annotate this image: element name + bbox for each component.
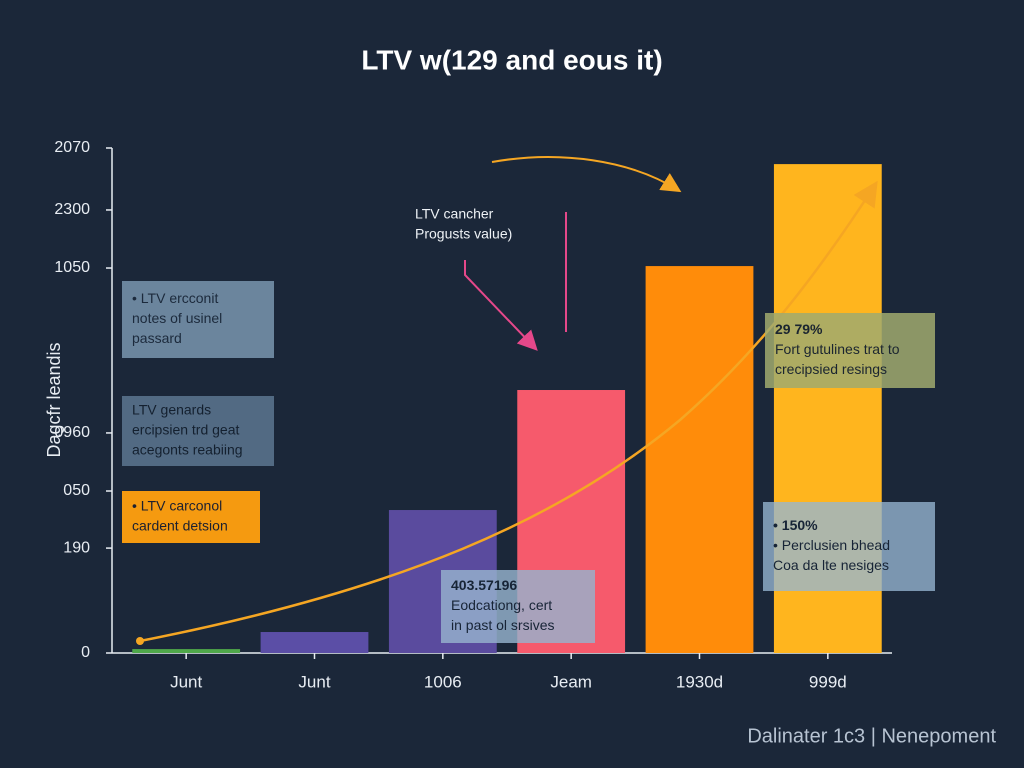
annotation-text: LTV cancher	[415, 206, 494, 222]
curve-start	[136, 637, 144, 645]
annotation-box	[122, 281, 274, 358]
trend-curve	[139, 180, 878, 643]
annotation-box	[765, 313, 935, 388]
y-tick-label: 190	[63, 539, 90, 556]
bar	[260, 632, 369, 653]
annotation-text: passard	[132, 330, 182, 346]
annotation-text: in past ol srsives	[451, 617, 554, 633]
annotation-box	[122, 396, 274, 466]
annotation-text: • 150%	[773, 517, 818, 533]
x-tick-label: Junt	[170, 672, 202, 691]
plot-area: 0 190 050 0960 1050 2300 2070 Junt Junt 1006 Jeam 1…	[54, 139, 892, 691]
x-tick-label: Jeam	[550, 672, 592, 691]
arrow	[464, 260, 538, 351]
y-tick-label: 2070	[54, 139, 90, 156]
y-tick-label: 1050	[54, 259, 90, 276]
annotation-text: notes of usinel	[132, 310, 222, 326]
annotation-text: ercipsien trd geat	[132, 422, 240, 438]
annotation-box	[122, 491, 260, 543]
annotation-text: 29 79%	[775, 321, 823, 337]
annotation-text: Progusts value)	[415, 226, 512, 242]
annotation-box	[441, 570, 595, 643]
chart-title: LTV w(129 and eous it)	[361, 44, 662, 75]
y-tick-label: 2300	[54, 201, 90, 218]
footer: Dalinater 1c3 | Nenepoment	[747, 725, 996, 747]
x-tick-label: 999d	[809, 672, 847, 691]
x-tick-label: 1006	[424, 672, 462, 691]
annotation-text: • Perclusien bhead	[773, 537, 890, 553]
y-tick-label: 050	[63, 482, 90, 499]
overlay: • LTV ercconit notes of usinel passard LTV …	[122, 156, 935, 645]
annotation-text: Fort gutulines trat to	[775, 341, 900, 357]
annotation-text: 403.57196	[451, 577, 517, 593]
annotation-box	[763, 502, 935, 591]
x-tick-label: Junt	[298, 672, 330, 691]
annotation-text: crecipsied resings	[775, 361, 887, 377]
annotation-text: LTV genards	[132, 402, 211, 418]
arrow	[491, 156, 682, 193]
annotation-text: Coa da lte nesiges	[773, 557, 889, 573]
annotation-text: • LTV ercconit	[132, 290, 218, 306]
x-tick-label: 1930d	[676, 672, 723, 691]
y-tick-label: 0960	[54, 424, 90, 441]
annotation-text: cardent detsion	[132, 518, 228, 534]
annotation-text: • LTV carconol	[132, 498, 222, 514]
annotation-text: acegonts reabiing	[132, 442, 243, 458]
y-tick-label: 0	[81, 644, 90, 661]
bar	[132, 649, 241, 653]
annotation-text: Eodcationg, cert	[451, 597, 552, 613]
bar	[645, 266, 754, 653]
y-axis-label: Dagcfr leandis	[44, 342, 64, 457]
